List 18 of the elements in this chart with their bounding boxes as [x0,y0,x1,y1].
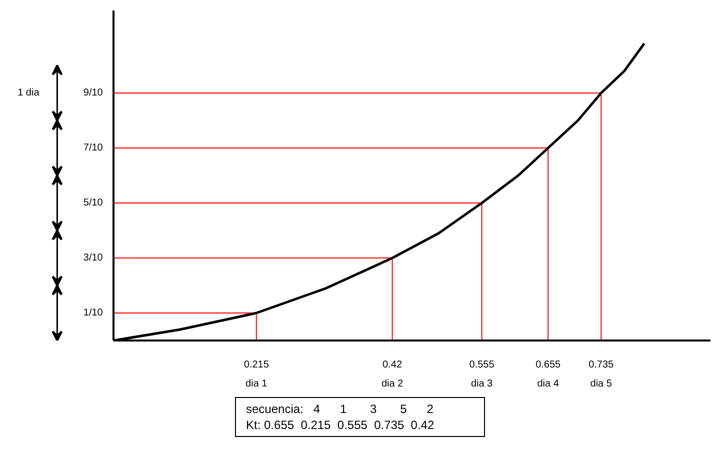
text: secuencia: 4 1 3 5 2 [246,401,434,417]
text: dia 4 [537,378,560,390]
y-tick-label: 5/10 [83,198,104,208]
x-tick-label: 0.215 [244,360,270,370]
x-tick-label: 0.555 [469,360,495,370]
text: dia 3 [470,378,494,390]
y-tick-label: 9/10 [83,88,104,98]
x-tick-label: 0.42 [382,360,402,370]
text: dia 5 [590,378,612,390]
y-tick-label: 7/10 [83,142,104,154]
x-tick-label: 0.735 [588,360,614,370]
text: 1 dia [18,88,40,98]
text: Kt: 0.655 0.215 0.555 0.735 0.42 [246,417,436,433]
text: dia 1 [246,378,268,390]
text: dia 2 [381,378,404,390]
y-tick-label: 3/10 [83,252,104,264]
y-tick-label: 1/10 [83,308,104,318]
x-tick-label: 0.655 [536,360,562,370]
